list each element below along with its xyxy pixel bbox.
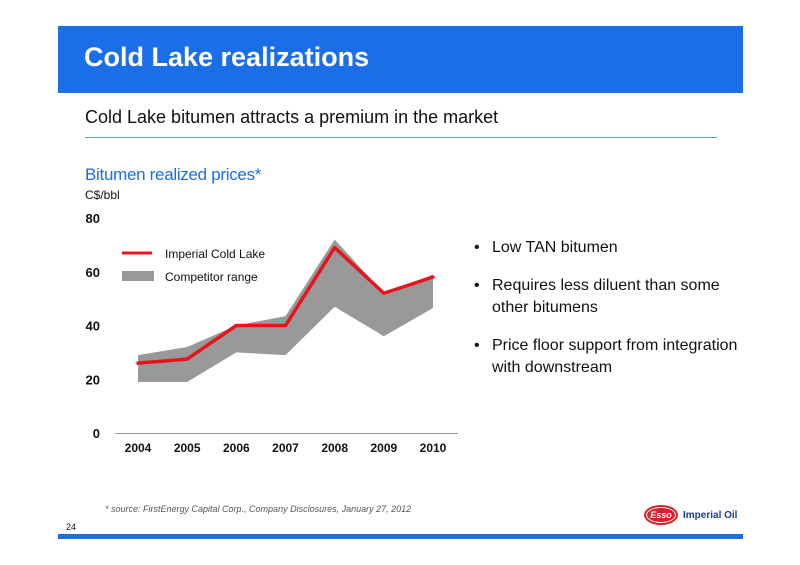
imperial-cold-lake-point — [431, 275, 435, 279]
imperial-cold-lake-point — [136, 361, 140, 365]
price-chart: 0 20 40 60 80 2004 2005 2006 2007 2008 2009 2010 Imp… — [86, 211, 458, 455]
bullet-dot-icon: • — [474, 337, 480, 354]
bullet-dot-icon: • — [474, 239, 480, 256]
slide-subtitle: Cold Lake bitumen attracts a premium in … — [85, 107, 499, 127]
x-tick-label: 2004 — [125, 441, 152, 455]
source-note: * source: FirstEnergy Capital Corp., Com… — [105, 504, 412, 514]
esso-oval-icon: Esso — [644, 505, 678, 525]
bullet-item: • Price floor support from integration wi… — [470, 335, 750, 379]
y-tick-label: 40 — [86, 319, 100, 334]
imperial-cold-lake-point — [284, 324, 287, 327]
imperial-cold-lake-point — [185, 357, 189, 361]
title-bar: Cold Lake realizations — [58, 26, 743, 93]
footer-bar — [58, 534, 743, 539]
bullet-text: Low TAN bitumen — [492, 239, 618, 256]
esso-mark: Esso — [647, 508, 675, 522]
legend-label-imperial: Imperial Cold Lake — [165, 247, 265, 261]
x-tick-label: 2008 — [321, 441, 348, 455]
imperial-cold-lake-point — [333, 246, 337, 250]
bullet-dot-icon: • — [474, 277, 480, 294]
competitor-range-band — [138, 239, 433, 382]
y-tick-label: 0 — [93, 426, 100, 441]
chart-unit-label: C$/bbl — [85, 188, 120, 202]
y-tick-label: 60 — [86, 265, 100, 280]
bullet-list: • Low TAN bitumen • Requires less diluent … — [470, 237, 750, 395]
x-tick-label: 2005 — [174, 441, 201, 455]
legend-range-swatch — [122, 271, 154, 281]
legend-label-competitor: Competitor range — [165, 270, 258, 284]
x-tick-label: 2006 — [223, 441, 250, 455]
x-tick-label: 2010 — [420, 441, 447, 455]
bullet-item: • Requires less diluent than some other b… — [470, 275, 750, 319]
bullet-text: Requires less diluent than some other bi… — [492, 277, 720, 316]
y-tick-label: 80 — [86, 211, 100, 226]
chart-title: Bitumen realized prices* — [85, 165, 262, 184]
company-name: Imperial Oil — [683, 509, 738, 521]
y-tick-label: 20 — [86, 372, 100, 387]
bullet-item: • Low TAN bitumen — [470, 237, 750, 259]
subtitle-divider — [85, 137, 717, 138]
bullet-text: Price floor support from integration wit… — [492, 337, 738, 376]
imperial-cold-lake-point — [234, 324, 238, 327]
x-tick-label: 2009 — [370, 441, 397, 455]
imperial-cold-lake-point — [382, 291, 386, 295]
x-tick-label: 2007 — [272, 441, 299, 455]
slide-title: Cold Lake realizations — [84, 42, 370, 72]
page-number: 24 — [66, 522, 77, 532]
imperial-oil-logo: Esso Imperial Oil — [644, 504, 737, 526]
